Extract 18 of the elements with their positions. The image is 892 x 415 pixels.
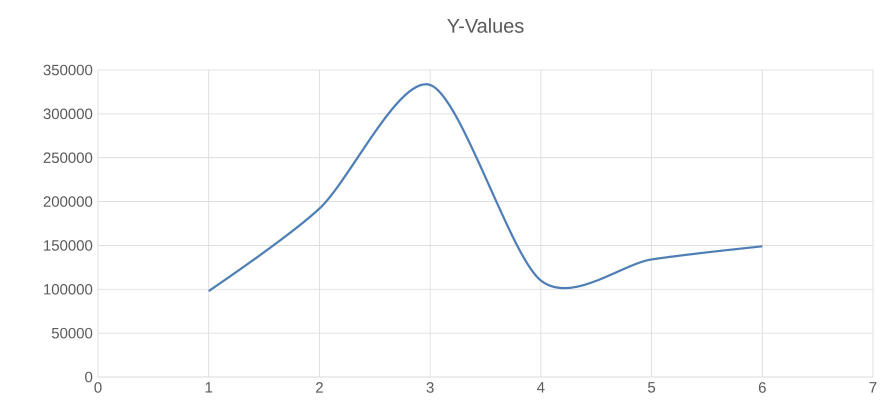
x-tick-label: 5 <box>648 382 656 393</box>
line-series <box>208 84 764 292</box>
x-tick-label: 6 <box>758 382 766 393</box>
x-tick-label: 2 <box>316 382 323 393</box>
x-tick-label: 4 <box>537 382 545 392</box>
y-tick-label: 200000 <box>44 196 92 207</box>
y-tick-label: 350000 <box>44 64 92 76</box>
x-tick-label: 0 <box>94 382 102 393</box>
y-tick-label: 0 <box>85 372 92 382</box>
y-tick-label: 100000 <box>44 284 92 295</box>
y-tick-label: 300000 <box>44 108 92 120</box>
chart-title: Y-Values <box>447 18 524 33</box>
y-tick-label: 150000 <box>44 240 92 251</box>
y-tick-label: 250000 <box>44 152 92 163</box>
x-tick-label: 7 <box>870 382 876 392</box>
y-tick-label: 50000 <box>52 328 92 338</box>
x-tick-label: 1 <box>206 382 212 392</box>
x-tick-label: 3 <box>426 382 434 393</box>
